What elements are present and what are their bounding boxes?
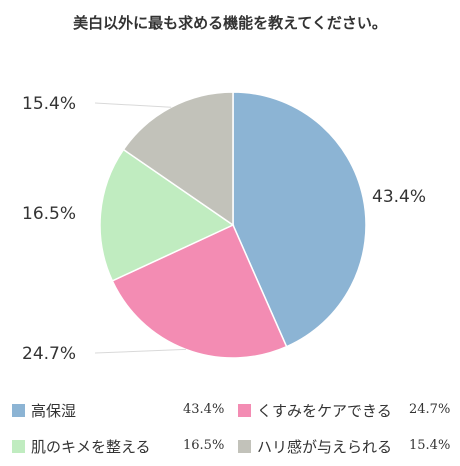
legend-name-3: ハリ感が与えられる: [257, 437, 393, 456]
legend-item-0: 高保湿: [12, 400, 76, 420]
slice-label-2: 16.5%: [22, 204, 76, 224]
legend-item-3: ハリ感が与えられる: [238, 436, 392, 456]
legend-value-1: 24.7%: [409, 402, 451, 417]
leader-line-1: [94, 348, 187, 354]
legend-value-3: 15.4%: [409, 438, 451, 453]
legend-swatch-0: [12, 403, 25, 417]
legend-item-1: くすみをケアできる: [238, 400, 392, 420]
legend-name-2: 肌のキメを整える: [31, 437, 151, 456]
legend-value-2: 16.5%: [183, 438, 225, 453]
leader-line-3: [94, 102, 172, 108]
legend-swatch-3: [238, 439, 251, 453]
pie-slice-0: [232, 91, 367, 348]
legend-item-2: 肌のキメを整える: [12, 436, 151, 456]
pie-slice-3: [122, 91, 234, 227]
legend-swatch-2: [12, 439, 25, 453]
slice-label-1: 24.7%: [22, 344, 76, 364]
chart-title: 美白以外に最も求める機能を教えてください。: [73, 14, 387, 32]
pie-chart: 43.4% 24.7% 16.5% 15.4%: [22, 91, 426, 364]
legend-name-1: くすみをケアできる: [257, 401, 392, 420]
slice-label-3: 15.4%: [22, 94, 76, 114]
pie-slice-2: [99, 148, 235, 282]
legend-name-0: 高保湿: [31, 401, 77, 420]
slice-label-0: 43.4%: [372, 187, 426, 207]
legend-value-0: 43.4%: [183, 402, 225, 417]
legend-swatch-1: [238, 403, 251, 417]
